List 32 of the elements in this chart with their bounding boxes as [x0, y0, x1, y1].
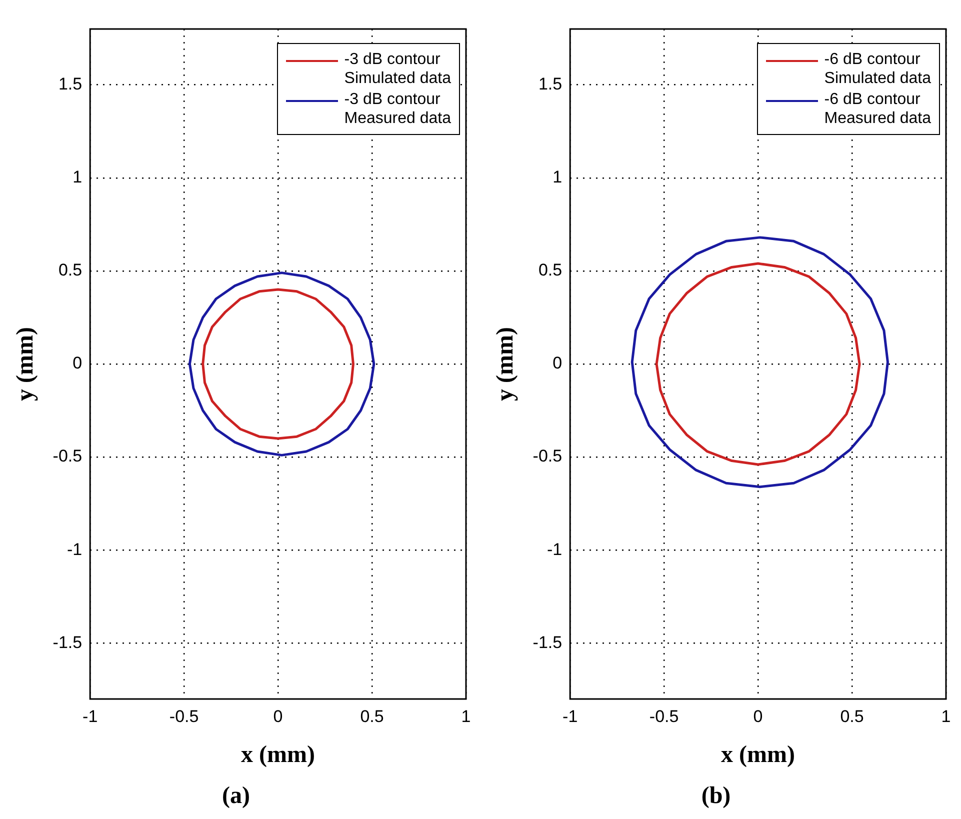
y-tick-label: 1.5 [58, 74, 82, 94]
y-tick-label: 1 [72, 168, 82, 187]
legend-label: -6 dB contour Simulated data [824, 50, 931, 88]
y-axis-title: y (mm) [492, 327, 519, 401]
y-tick-label: 0 [552, 354, 562, 373]
y-tick-label: 1 [552, 168, 562, 187]
legend-label: -6 dB contour Measured data [824, 90, 931, 128]
y-tick-label: -1.5 [532, 632, 562, 652]
x-tick-label: 1 [941, 706, 951, 726]
y-tick-label: 0 [72, 354, 82, 373]
y-tick-label: -1 [66, 540, 82, 559]
y-tick-label: 0.5 [538, 260, 562, 280]
y-tick-label: -1.5 [52, 632, 82, 652]
x-axis-title: x (mm) [241, 742, 316, 768]
x-tick-label: 0.5 [360, 706, 384, 726]
y-tick-label: 0.5 [58, 260, 82, 280]
y-tick-label: -0.5 [532, 446, 562, 466]
y-tick-label: -0.5 [52, 446, 82, 466]
x-tick-label: -0.5 [169, 706, 199, 726]
x-tick-label: 0 [273, 706, 283, 726]
legend-label: -3 dB contour Simulated data [344, 50, 451, 88]
text: (a) [222, 782, 250, 809]
x-tick-label: 1 [461, 706, 471, 726]
y-tick-label: 1.5 [538, 74, 562, 94]
y-tick-label: -1 [546, 540, 562, 559]
x-tick-label: 0 [753, 706, 763, 726]
text: (b) [701, 782, 731, 809]
x-tick-label: -0.5 [649, 706, 679, 726]
x-tick-label: 0.5 [840, 706, 864, 726]
x-axis-title: x (mm) [721, 742, 796, 768]
y-axis-title: y (mm) [12, 327, 39, 401]
legend-label: -3 dB contour Measured data [344, 90, 451, 128]
